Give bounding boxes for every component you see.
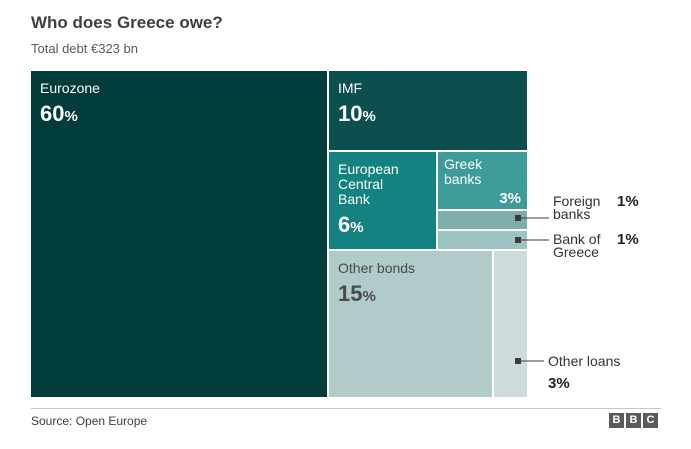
callout-label: Bank of	[553, 231, 601, 247]
logo-letter: C	[643, 413, 658, 428]
cell-value: 10%	[338, 101, 376, 126]
treemap-cell-eurozone: Eurozone 60%	[31, 71, 327, 397]
bbc-logo: B B C	[609, 413, 658, 428]
callout-label: Other loans	[548, 353, 620, 369]
cell-label: European	[338, 161, 399, 177]
callout-label: Foreign	[553, 193, 600, 209]
cell-rect	[438, 152, 527, 209]
cell-label: Eurozone	[40, 80, 100, 96]
cell-rect	[438, 211, 527, 229]
cell-value: 15%	[338, 281, 376, 306]
cell-label: IMF	[338, 80, 362, 96]
logo-letter: B	[609, 413, 624, 428]
treemap-cell-other-loans: Other loans 3%	[494, 251, 620, 397]
callout-label: banks	[553, 206, 590, 222]
source-note: Source: Open Europe	[31, 414, 148, 428]
callout-value: 3%	[548, 375, 570, 392]
callout-label: Greece	[553, 244, 599, 260]
cell-value: 3%	[499, 190, 521, 207]
cell-label: banks	[444, 171, 481, 187]
cell-rect	[438, 231, 527, 249]
cell-label: Other bonds	[338, 260, 415, 276]
cell-rect	[329, 71, 527, 150]
callout-value: 1%	[617, 193, 639, 210]
cell-rect	[31, 71, 327, 397]
cell-rect	[329, 152, 436, 249]
cell-value: 6%	[338, 212, 364, 237]
treemap-cell-imf: IMF 10%	[329, 71, 527, 150]
cell-label: Central	[338, 176, 383, 192]
cell-label: Bank	[338, 191, 371, 207]
cell-rect	[494, 251, 527, 397]
chart-subtitle: Total debt €323 bn	[31, 41, 138, 56]
chart-title: Who does Greece owe?	[31, 13, 223, 32]
logo-letter: B	[626, 413, 641, 428]
callout-value: 1%	[617, 231, 639, 248]
cell-rect	[329, 251, 492, 397]
cell-label: Greek	[444, 156, 483, 172]
treemap-cell-other-bonds: Other bonds 15%	[329, 251, 492, 397]
footer-divider	[31, 408, 661, 409]
cell-value: 60%	[40, 101, 78, 126]
